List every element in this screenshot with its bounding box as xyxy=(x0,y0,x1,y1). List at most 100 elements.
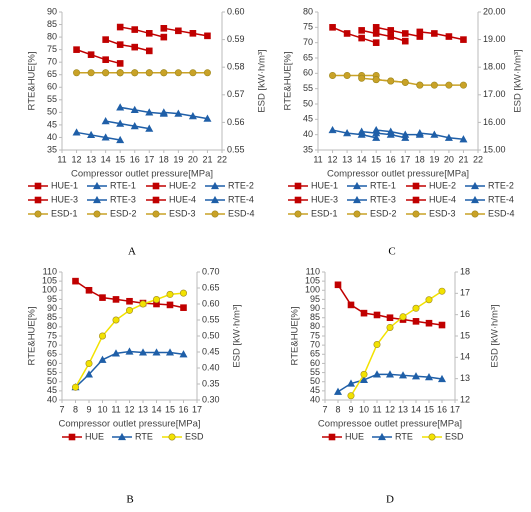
marker-triangle xyxy=(152,348,161,356)
x-tick-label: 15 xyxy=(424,404,434,414)
marker-circle xyxy=(102,69,110,77)
marker-triangle xyxy=(203,114,212,122)
marker-triangle xyxy=(424,373,434,381)
legend-label: HUE-2 xyxy=(429,180,456,190)
marker-square xyxy=(34,182,42,190)
marker-square xyxy=(85,286,93,294)
x-tick-label: 7 xyxy=(322,404,327,414)
marker-triangle xyxy=(398,371,408,379)
marker-circle xyxy=(329,71,337,79)
x-tick-label: 13 xyxy=(342,154,352,164)
marker-square xyxy=(99,294,106,301)
marker-square xyxy=(412,318,420,325)
marker-circle xyxy=(412,210,420,218)
legend-label: ESD-2 xyxy=(370,208,397,218)
marker-square xyxy=(445,33,453,40)
marker-square xyxy=(425,319,433,327)
marker-circle xyxy=(99,332,107,340)
x-tick-label: 18 xyxy=(415,154,425,164)
y-tick-label: 60 xyxy=(310,358,320,368)
marker-square xyxy=(102,56,109,63)
legend-label: RTE-1 xyxy=(370,180,396,190)
y-tick-label: 80 xyxy=(47,321,57,331)
y2-tick-label: 0.70 xyxy=(202,266,220,276)
x-tick-label: 14 xyxy=(101,154,111,164)
marker-circle xyxy=(160,69,168,77)
x-tick-label: 14 xyxy=(357,154,367,164)
y-tick-label: 55 xyxy=(47,367,57,377)
x-tick-label: 13 xyxy=(398,404,408,414)
legend-label: ESD-3 xyxy=(429,208,456,218)
marker-triangle xyxy=(470,181,480,190)
marker-square xyxy=(347,301,355,309)
series-line xyxy=(376,129,420,136)
y2-tick-label: 0.57 xyxy=(227,89,245,99)
series-line xyxy=(332,129,377,139)
y2-axis-title: ESD [kW·h/m³] xyxy=(513,49,524,112)
marker-triangle xyxy=(386,127,395,135)
marker-circle xyxy=(438,287,446,295)
x-tick-label: 11 xyxy=(57,154,66,164)
legend-label: RTE xyxy=(395,431,413,441)
y-tick-label: 70 xyxy=(47,340,57,350)
marker-square xyxy=(189,30,197,37)
x-tick-label: 12 xyxy=(124,404,134,414)
marker-triangle xyxy=(116,103,125,111)
y2-axis-title: ESD [kW·h/m³] xyxy=(232,304,243,367)
y-tick-label: 70 xyxy=(47,57,57,67)
marker-triangle xyxy=(372,133,381,141)
marker-square xyxy=(175,27,182,35)
marker-circle xyxy=(145,69,153,77)
marker-square xyxy=(416,28,424,36)
x-tick-label: 20 xyxy=(444,154,454,164)
legend-label: HUE xyxy=(85,431,104,441)
y2-tick-label: 13 xyxy=(460,373,470,383)
chart-panel: 35 40 45 50 55 60 65 70 75 80 85 90 0.55 0.56 0.57 0.58… xyxy=(27,6,268,257)
series-line xyxy=(332,26,377,44)
series-line xyxy=(376,78,420,86)
marker-square xyxy=(358,27,365,34)
x-tick-label: 12 xyxy=(385,404,395,414)
marker-square xyxy=(166,301,174,309)
legend-label: RTE-3 xyxy=(370,194,396,204)
y-axis-title: RTE&HUE[%] xyxy=(283,52,294,111)
marker-square xyxy=(431,30,438,37)
legend-label: ESD-1 xyxy=(311,208,338,218)
marker-circle xyxy=(412,304,420,312)
marker-circle xyxy=(373,341,381,349)
marker-square xyxy=(180,304,187,311)
y2-tick-label: 18 xyxy=(460,266,470,276)
x-tick-label: 18 xyxy=(159,154,169,164)
y-tick-label: 50 xyxy=(310,376,320,386)
x-tick-label: 8 xyxy=(73,404,78,414)
marker-circle xyxy=(72,383,80,391)
x-tick-label: 17 xyxy=(144,154,154,164)
marker-square xyxy=(386,314,394,322)
y-tick-label: 80 xyxy=(47,31,57,41)
marker-square xyxy=(334,281,342,289)
marker-triangle xyxy=(87,130,96,139)
x-tick-label: 22 xyxy=(217,154,227,164)
y-tick-label: 80 xyxy=(310,321,320,331)
x-tick-label: 15 xyxy=(371,154,381,164)
series-line xyxy=(105,120,150,130)
x-tick-label: 17 xyxy=(192,404,202,414)
marker-square xyxy=(412,196,420,204)
marker-circle xyxy=(401,78,409,86)
marker-circle xyxy=(174,69,182,77)
marker-square xyxy=(87,51,95,58)
marker-square xyxy=(329,24,336,31)
legend-label: ESD-1 xyxy=(51,208,78,218)
y-tick-label: 80 xyxy=(303,6,313,16)
series-line xyxy=(76,131,121,141)
marker-square xyxy=(126,297,133,305)
marker-square xyxy=(372,24,380,31)
series-line xyxy=(419,31,464,41)
marker-square xyxy=(152,196,160,204)
y-tick-label: 70 xyxy=(303,37,313,47)
x-tick-label: 19 xyxy=(173,154,183,164)
marker-square xyxy=(145,47,153,55)
y2-tick-label: 0.65 xyxy=(202,282,220,292)
marker-circle xyxy=(416,81,424,89)
